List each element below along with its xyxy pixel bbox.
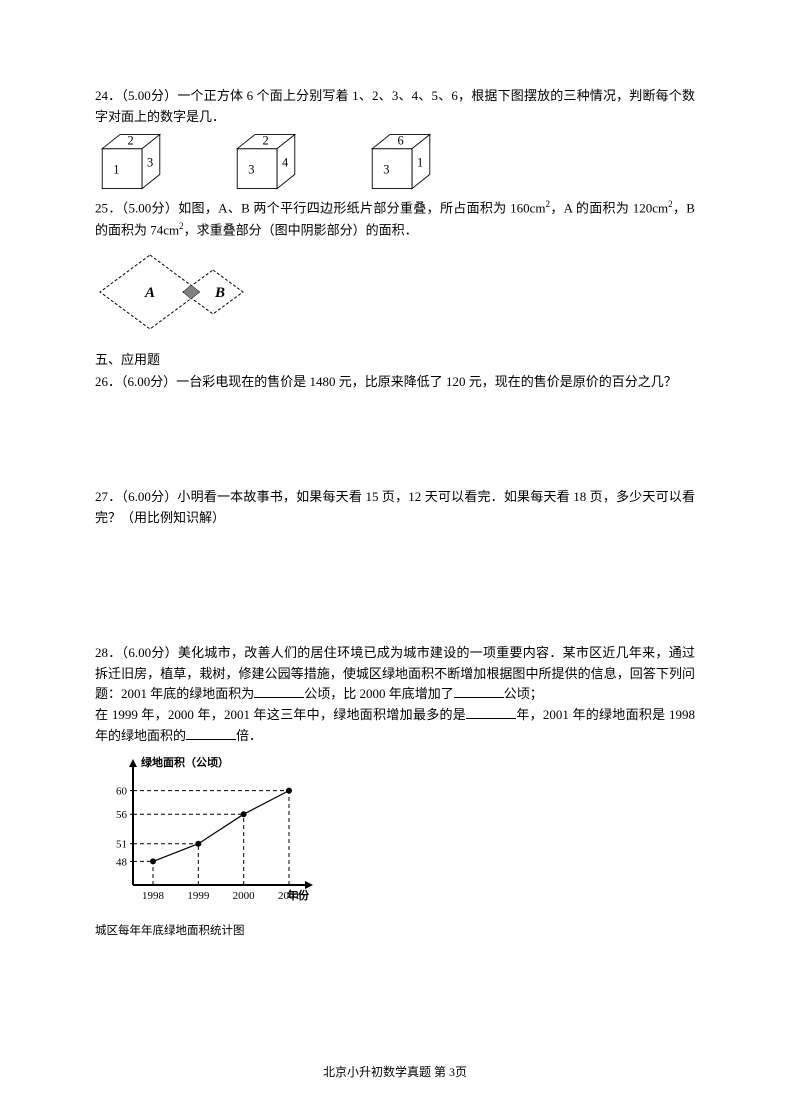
q24-num: 24 xyxy=(95,88,108,103)
svg-text:绿地面积（公顷）: 绿地面积（公顷） xyxy=(141,755,229,769)
svg-text:2001: 2001 xyxy=(278,890,300,902)
q28-text-line2: 在 1999 年，2000 年，2001 年这三年中，绿地面积增加最多的是年，2… xyxy=(95,705,695,747)
q27-text: 27．（6.00分）小明看一本故事书，如果每天看 15 页，12 天可以看完．如… xyxy=(95,487,695,529)
q25-points: 5.00 xyxy=(128,200,151,215)
q28-num: 28 xyxy=(95,645,108,660)
q24-text: 24．（5.00分）一个正方体 6 个面上分别写着 1、2、3、4、5、6，根据… xyxy=(95,86,695,128)
chart-caption: 城区每年年底绿地面积统计图 xyxy=(95,922,695,940)
svg-text:B: B xyxy=(214,285,225,301)
svg-text:3: 3 xyxy=(248,162,254,176)
svg-text:56: 56 xyxy=(116,809,128,821)
svg-text:A: A xyxy=(144,285,155,301)
q26-body: 一台彩电现在的售价是 1480 元，比原来降低了 120 元，现在的售价是原价的… xyxy=(176,374,677,389)
question-28: 28．（6.00分）美化城市，改善人们的居住环境已成为城市建设的一项重要内容．某… xyxy=(95,643,695,940)
overlap-diagram: AB xyxy=(95,247,265,337)
svg-text:1999: 1999 xyxy=(187,890,210,902)
q28-text-line1: 28．（6.00分）美化城市，改善人们的居住环境已成为城市建设的一项重要内容．某… xyxy=(95,643,695,705)
svg-text:2: 2 xyxy=(262,133,268,147)
q26-text: 26．（6.00分）一台彩电现在的售价是 1480 元，比原来降低了 120 元… xyxy=(95,372,695,393)
q25-text: 25．（5.00分）如图，A、B 两个平行四边形纸片部分重叠，所占面积为 160… xyxy=(95,197,695,241)
section-5-heading: 五、应用题 xyxy=(95,350,695,371)
blank-4 xyxy=(186,726,236,740)
question-24: 24．（5.00分）一个正方体 6 个面上分别写着 1、2、3、4、5、6，根据… xyxy=(95,86,695,193)
q24-cubes: 213 234 631 xyxy=(95,131,695,193)
q25-figure: AB xyxy=(95,247,695,344)
q26-num: 26 xyxy=(95,374,108,389)
q28-chart-wrap: 绿地面积（公顷）年份485156601998199920002001 城区每年年… xyxy=(95,753,695,940)
svg-text:4: 4 xyxy=(282,155,288,169)
svg-text:3: 3 xyxy=(147,155,153,169)
svg-text:48: 48 xyxy=(116,856,128,868)
blank-1 xyxy=(254,684,304,698)
cube-1: 2 1 3 xyxy=(95,131,175,193)
cube-2: 2 3 4 xyxy=(230,131,310,193)
spacer xyxy=(95,533,695,643)
q25-num: 25 xyxy=(95,200,108,215)
q27-points: 6.00 xyxy=(128,489,151,504)
q24-body: 一个正方体 6 个面上分别写着 1、2、3、4、5、6，根据下图摆放的三种情况，… xyxy=(95,88,695,124)
svg-text:6: 6 xyxy=(397,133,403,147)
question-26: 26．（6.00分）一台彩电现在的售价是 1480 元，比原来降低了 120 元… xyxy=(95,372,695,393)
q27-num: 27 xyxy=(95,489,108,504)
blank-2 xyxy=(454,684,504,698)
q24-points: 5.00 xyxy=(128,88,151,103)
q28-points: 6.00 xyxy=(128,645,151,660)
svg-text:51: 51 xyxy=(116,839,127,851)
svg-text:1: 1 xyxy=(113,162,119,176)
question-27: 27．（6.00分）小明看一本故事书，如果每天看 15 页，12 天可以看完．如… xyxy=(95,487,695,529)
spacer xyxy=(95,397,695,487)
green-area-line-chart: 绿地面积（公顷）年份485156601998199920002001 xyxy=(95,753,325,913)
svg-text:2: 2 xyxy=(127,133,133,147)
svg-text:3: 3 xyxy=(383,162,389,176)
svg-text:2000: 2000 xyxy=(233,890,256,902)
q26-points: 6.00 xyxy=(128,374,151,389)
q27-body: 小明看一本故事书，如果每天看 15 页，12 天可以看完．如果每天看 18 页，… xyxy=(95,489,695,525)
svg-text:1998: 1998 xyxy=(142,890,165,902)
blank-3 xyxy=(466,705,516,719)
question-25: 25．（5.00分）如图，A、B 两个平行四边形纸片部分重叠，所占面积为 160… xyxy=(95,197,695,344)
svg-text:1: 1 xyxy=(417,155,423,169)
page-footer: 北京小升初数学真题 第 3页 xyxy=(0,1063,790,1082)
svg-text:60: 60 xyxy=(116,785,128,797)
cube-3: 6 3 1 xyxy=(365,131,445,193)
